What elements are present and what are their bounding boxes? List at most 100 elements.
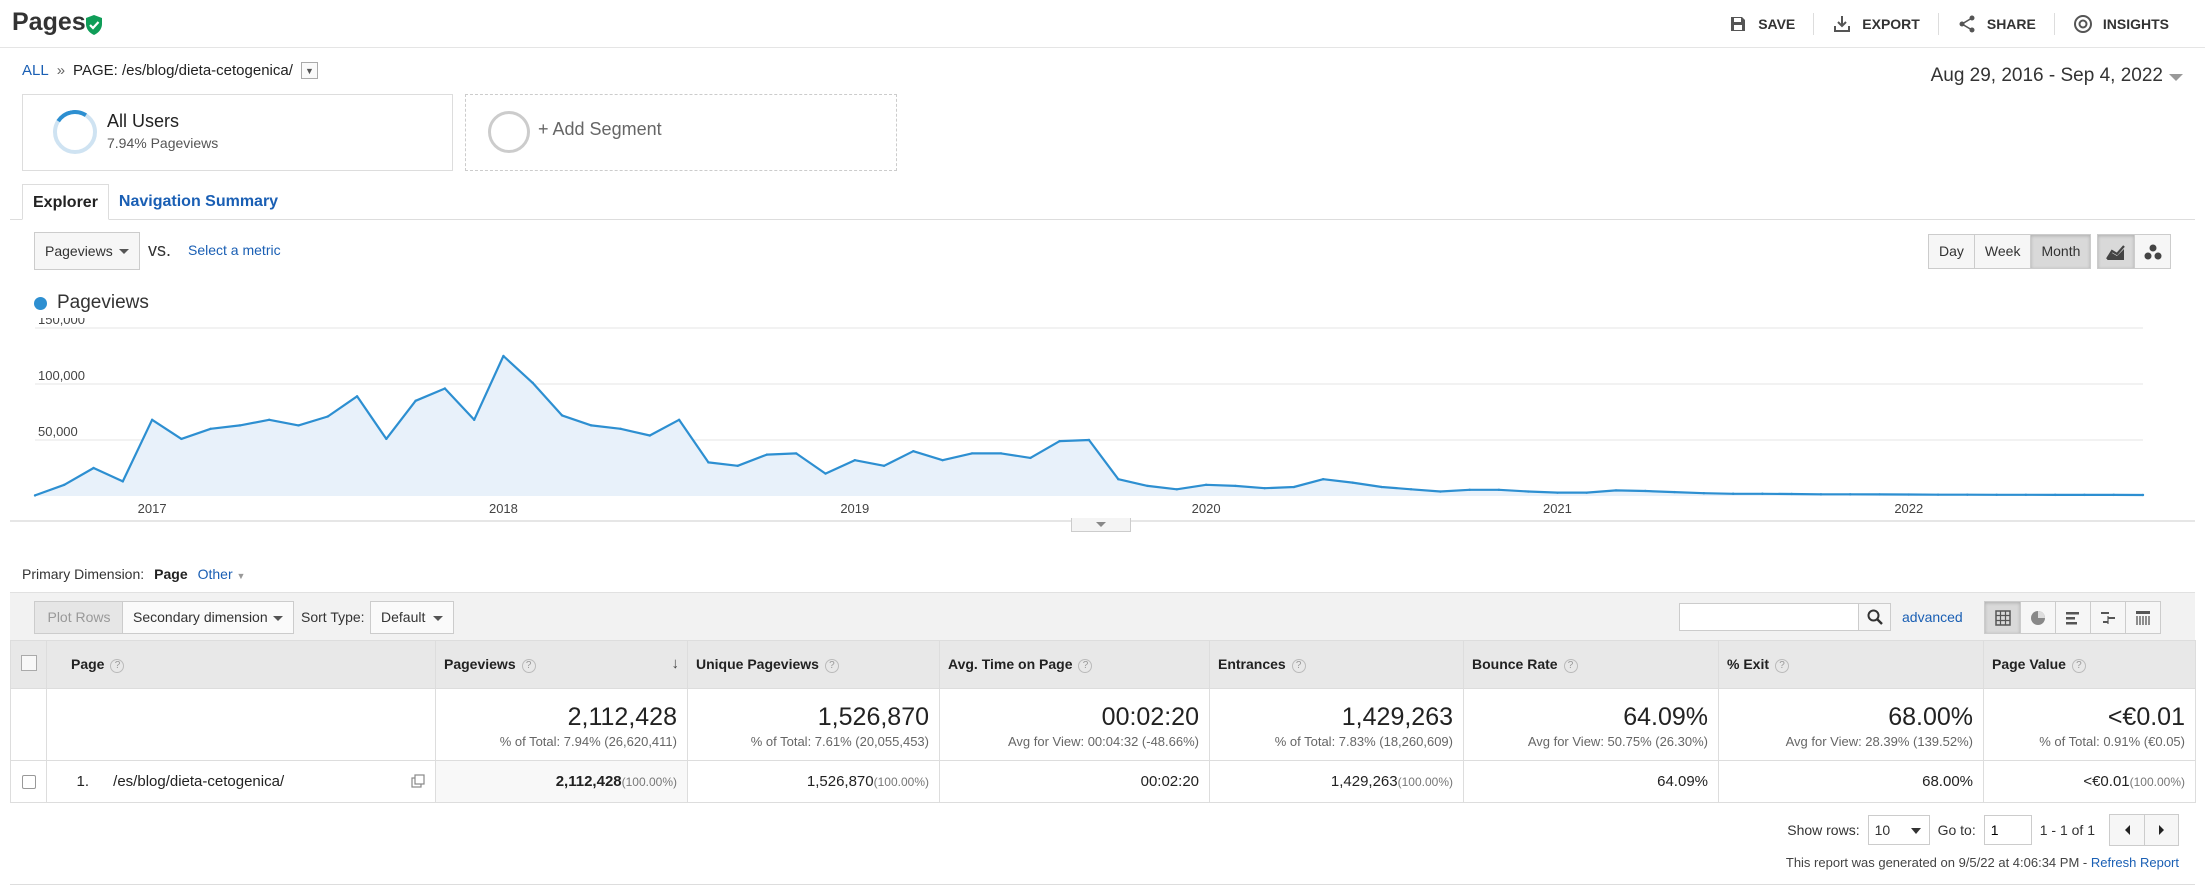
period-week-button[interactable]: Week bbox=[1973, 235, 2031, 268]
metric-dropdown[interactable]: Pageviews bbox=[34, 232, 140, 270]
table-row: 1. /es/blog/dieta-cetogenica/ 2,112,428(… bbox=[10, 760, 2196, 803]
row-value: 2,112,428 bbox=[555, 773, 622, 790]
column-header-entrances[interactable]: Entrances? bbox=[1209, 640, 1464, 689]
data-point bbox=[677, 418, 681, 422]
goto-page-input[interactable] bbox=[1983, 815, 2032, 845]
total-value: 2,112,428 bbox=[567, 703, 677, 731]
chart-resize-handle[interactable] bbox=[1071, 518, 1131, 532]
primary-dimension-label: Primary Dimension: bbox=[22, 566, 145, 582]
help-icon[interactable]: ? bbox=[1078, 658, 1093, 673]
data-point bbox=[941, 458, 944, 462]
view-performance-button[interactable] bbox=[2055, 602, 2090, 633]
period-day-button[interactable]: Day bbox=[1929, 235, 1974, 268]
insights-button[interactable]: INSIGHTS bbox=[2055, 14, 2187, 34]
total-subtext: % of Total: 7.94% (26,620,411) bbox=[499, 734, 677, 749]
previous-page-button[interactable] bbox=[2110, 815, 2144, 845]
select-all-checkbox[interactable] bbox=[20, 655, 37, 671]
chevron-down-icon[interactable] bbox=[2169, 74, 2183, 81]
data-point bbox=[1175, 488, 1179, 491]
help-icon[interactable]: ? bbox=[521, 658, 536, 673]
row-value: 64.09% bbox=[1657, 773, 1708, 790]
tab-explorer[interactable]: Explorer bbox=[22, 184, 109, 220]
open-page-icon[interactable] bbox=[411, 774, 425, 788]
pagination-range: 1 - 1 of 1 bbox=[2039, 822, 2095, 838]
row-checkbox[interactable] bbox=[21, 775, 36, 790]
data-point bbox=[1702, 492, 1706, 495]
view-pie-button[interactable] bbox=[2020, 602, 2055, 633]
report-actions: SAVE EXPORT SHARE INSIGHTS bbox=[1710, 10, 2187, 38]
select-metric-link[interactable]: Select a metric bbox=[188, 242, 281, 258]
tab-navigation-summary[interactable]: Navigation Summary bbox=[118, 193, 279, 210]
sort-descending-icon: ↓ bbox=[671, 655, 680, 672]
refresh-report-link[interactable]: Refresh Report bbox=[2090, 855, 2179, 870]
column-label: Page bbox=[71, 656, 105, 673]
line-chart-button[interactable] bbox=[2098, 235, 2134, 268]
data-point bbox=[1819, 493, 1823, 496]
data-point bbox=[912, 450, 915, 453]
breadcrumb-all-link[interactable]: ALL bbox=[22, 62, 49, 79]
total-value: 00:02:20 bbox=[1101, 703, 1199, 731]
save-button[interactable]: SAVE bbox=[1710, 14, 1813, 34]
primary-dimension-page[interactable]: Page bbox=[154, 566, 188, 582]
next-page-button[interactable] bbox=[2144, 815, 2178, 845]
motion-chart-button[interactable] bbox=[2134, 235, 2170, 268]
row-exit: 68.00% bbox=[1718, 760, 1984, 803]
total-exit: 68.00% Avg for View: 28.39% (139.52%) bbox=[1718, 688, 1984, 761]
comparison-icon bbox=[2101, 611, 2115, 624]
primary-dimension-other[interactable]: Other ▼ bbox=[198, 566, 246, 582]
plot-rows-button[interactable]: Plot Rows bbox=[34, 601, 124, 634]
export-button[interactable]: EXPORT bbox=[1814, 14, 1938, 34]
row-select-cell bbox=[10, 760, 47, 803]
chevron-down-icon[interactable]: ▼ bbox=[300, 62, 318, 79]
help-icon[interactable]: ? bbox=[824, 658, 839, 673]
secondary-dimension-dropdown[interactable]: Secondary dimension bbox=[122, 601, 294, 634]
data-point bbox=[736, 464, 739, 467]
view-pivot-button[interactable] bbox=[2125, 602, 2160, 633]
period-month-button[interactable]: Month bbox=[2030, 235, 2091, 268]
sort-type-dropdown[interactable]: Default bbox=[370, 601, 454, 634]
help-icon[interactable]: ? bbox=[1291, 658, 1306, 673]
view-table-button[interactable] bbox=[1985, 602, 2020, 633]
total-subtext: % of Total: 7.83% (18,260,609) bbox=[1274, 734, 1453, 749]
data-point bbox=[1673, 490, 1676, 494]
add-segment-button[interactable]: + Add Segment bbox=[465, 94, 897, 171]
advanced-filter-link[interactable]: advanced bbox=[1902, 609, 1963, 625]
divider bbox=[10, 884, 2195, 885]
date-range-picker[interactable]: Aug 29, 2016 - Sep 4, 2022 bbox=[1930, 65, 2163, 86]
y-tick-label: 50,000 bbox=[38, 424, 78, 439]
search-button[interactable] bbox=[1859, 603, 1891, 631]
row-pageviews: 2,112,428(100.00%) bbox=[435, 760, 688, 803]
x-tick-label: 2017 bbox=[138, 501, 167, 516]
column-header-exit[interactable]: % Exit? bbox=[1718, 640, 1984, 689]
help-icon[interactable]: ? bbox=[110, 658, 125, 673]
data-point bbox=[1878, 493, 1881, 496]
report-generated-note: This report was generated on 9/5/22 at 4… bbox=[1786, 855, 2179, 870]
segment-all-users[interactable]: All Users 7.94% Pageviews bbox=[22, 94, 453, 171]
data-point bbox=[999, 452, 1003, 455]
column-header-avg-time[interactable]: Avg. Time on Page? bbox=[939, 640, 1210, 689]
x-tick-label: 2022 bbox=[1894, 501, 1923, 516]
table-search-input[interactable] bbox=[1679, 603, 1859, 631]
column-header-page-value[interactable]: Page Value? bbox=[1983, 640, 2196, 689]
legend-label: Pageviews bbox=[57, 292, 149, 313]
row-value: <€0.01 bbox=[2083, 773, 2130, 790]
column-header-page[interactable]: Page? bbox=[46, 640, 436, 689]
data-point bbox=[1380, 485, 1383, 489]
total-subtext: Avg for View: 50.75% (26.30%) bbox=[1527, 734, 1708, 749]
view-comparison-button[interactable] bbox=[2090, 602, 2125, 633]
column-header-bounce-rate[interactable]: Bounce Rate? bbox=[1463, 640, 1719, 689]
help-icon[interactable]: ? bbox=[1563, 658, 1578, 673]
top-bar: Pages SAVE EXPORT SHARE INSIGHTS bbox=[0, 0, 2205, 48]
help-icon[interactable]: ? bbox=[2071, 658, 2086, 673]
share-button[interactable]: SHARE bbox=[1939, 14, 2054, 34]
data-point bbox=[1087, 438, 1091, 442]
row-page-link[interactable]: /es/blog/dieta-cetogenica/ bbox=[113, 773, 285, 790]
help-icon[interactable]: ? bbox=[1775, 658, 1790, 673]
divider bbox=[2053, 13, 2055, 35]
show-rows-dropdown[interactable]: 10 bbox=[1867, 815, 1930, 845]
chevron-down-icon bbox=[1096, 521, 1106, 527]
goto-label: Go to: bbox=[1937, 822, 1976, 838]
column-label: Page Value bbox=[1992, 656, 2066, 673]
column-header-pageviews[interactable]: Pageviews? ↓ bbox=[435, 640, 688, 689]
column-header-unique-pageviews[interactable]: Unique Pageviews? bbox=[687, 640, 940, 689]
